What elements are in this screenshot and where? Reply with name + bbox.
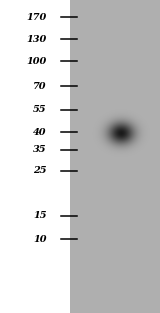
Text: 40: 40 — [33, 128, 46, 136]
Text: 70: 70 — [33, 82, 46, 90]
Text: 170: 170 — [26, 13, 46, 22]
Text: 10: 10 — [33, 235, 46, 244]
Text: 15: 15 — [33, 212, 46, 220]
Text: 35: 35 — [33, 145, 46, 154]
Bar — [70, 0, 160, 313]
Bar — [0, 0, 70, 313]
Text: 55: 55 — [33, 105, 46, 114]
Text: 130: 130 — [26, 35, 46, 44]
Text: 100: 100 — [26, 57, 46, 65]
Text: 25: 25 — [33, 166, 46, 175]
